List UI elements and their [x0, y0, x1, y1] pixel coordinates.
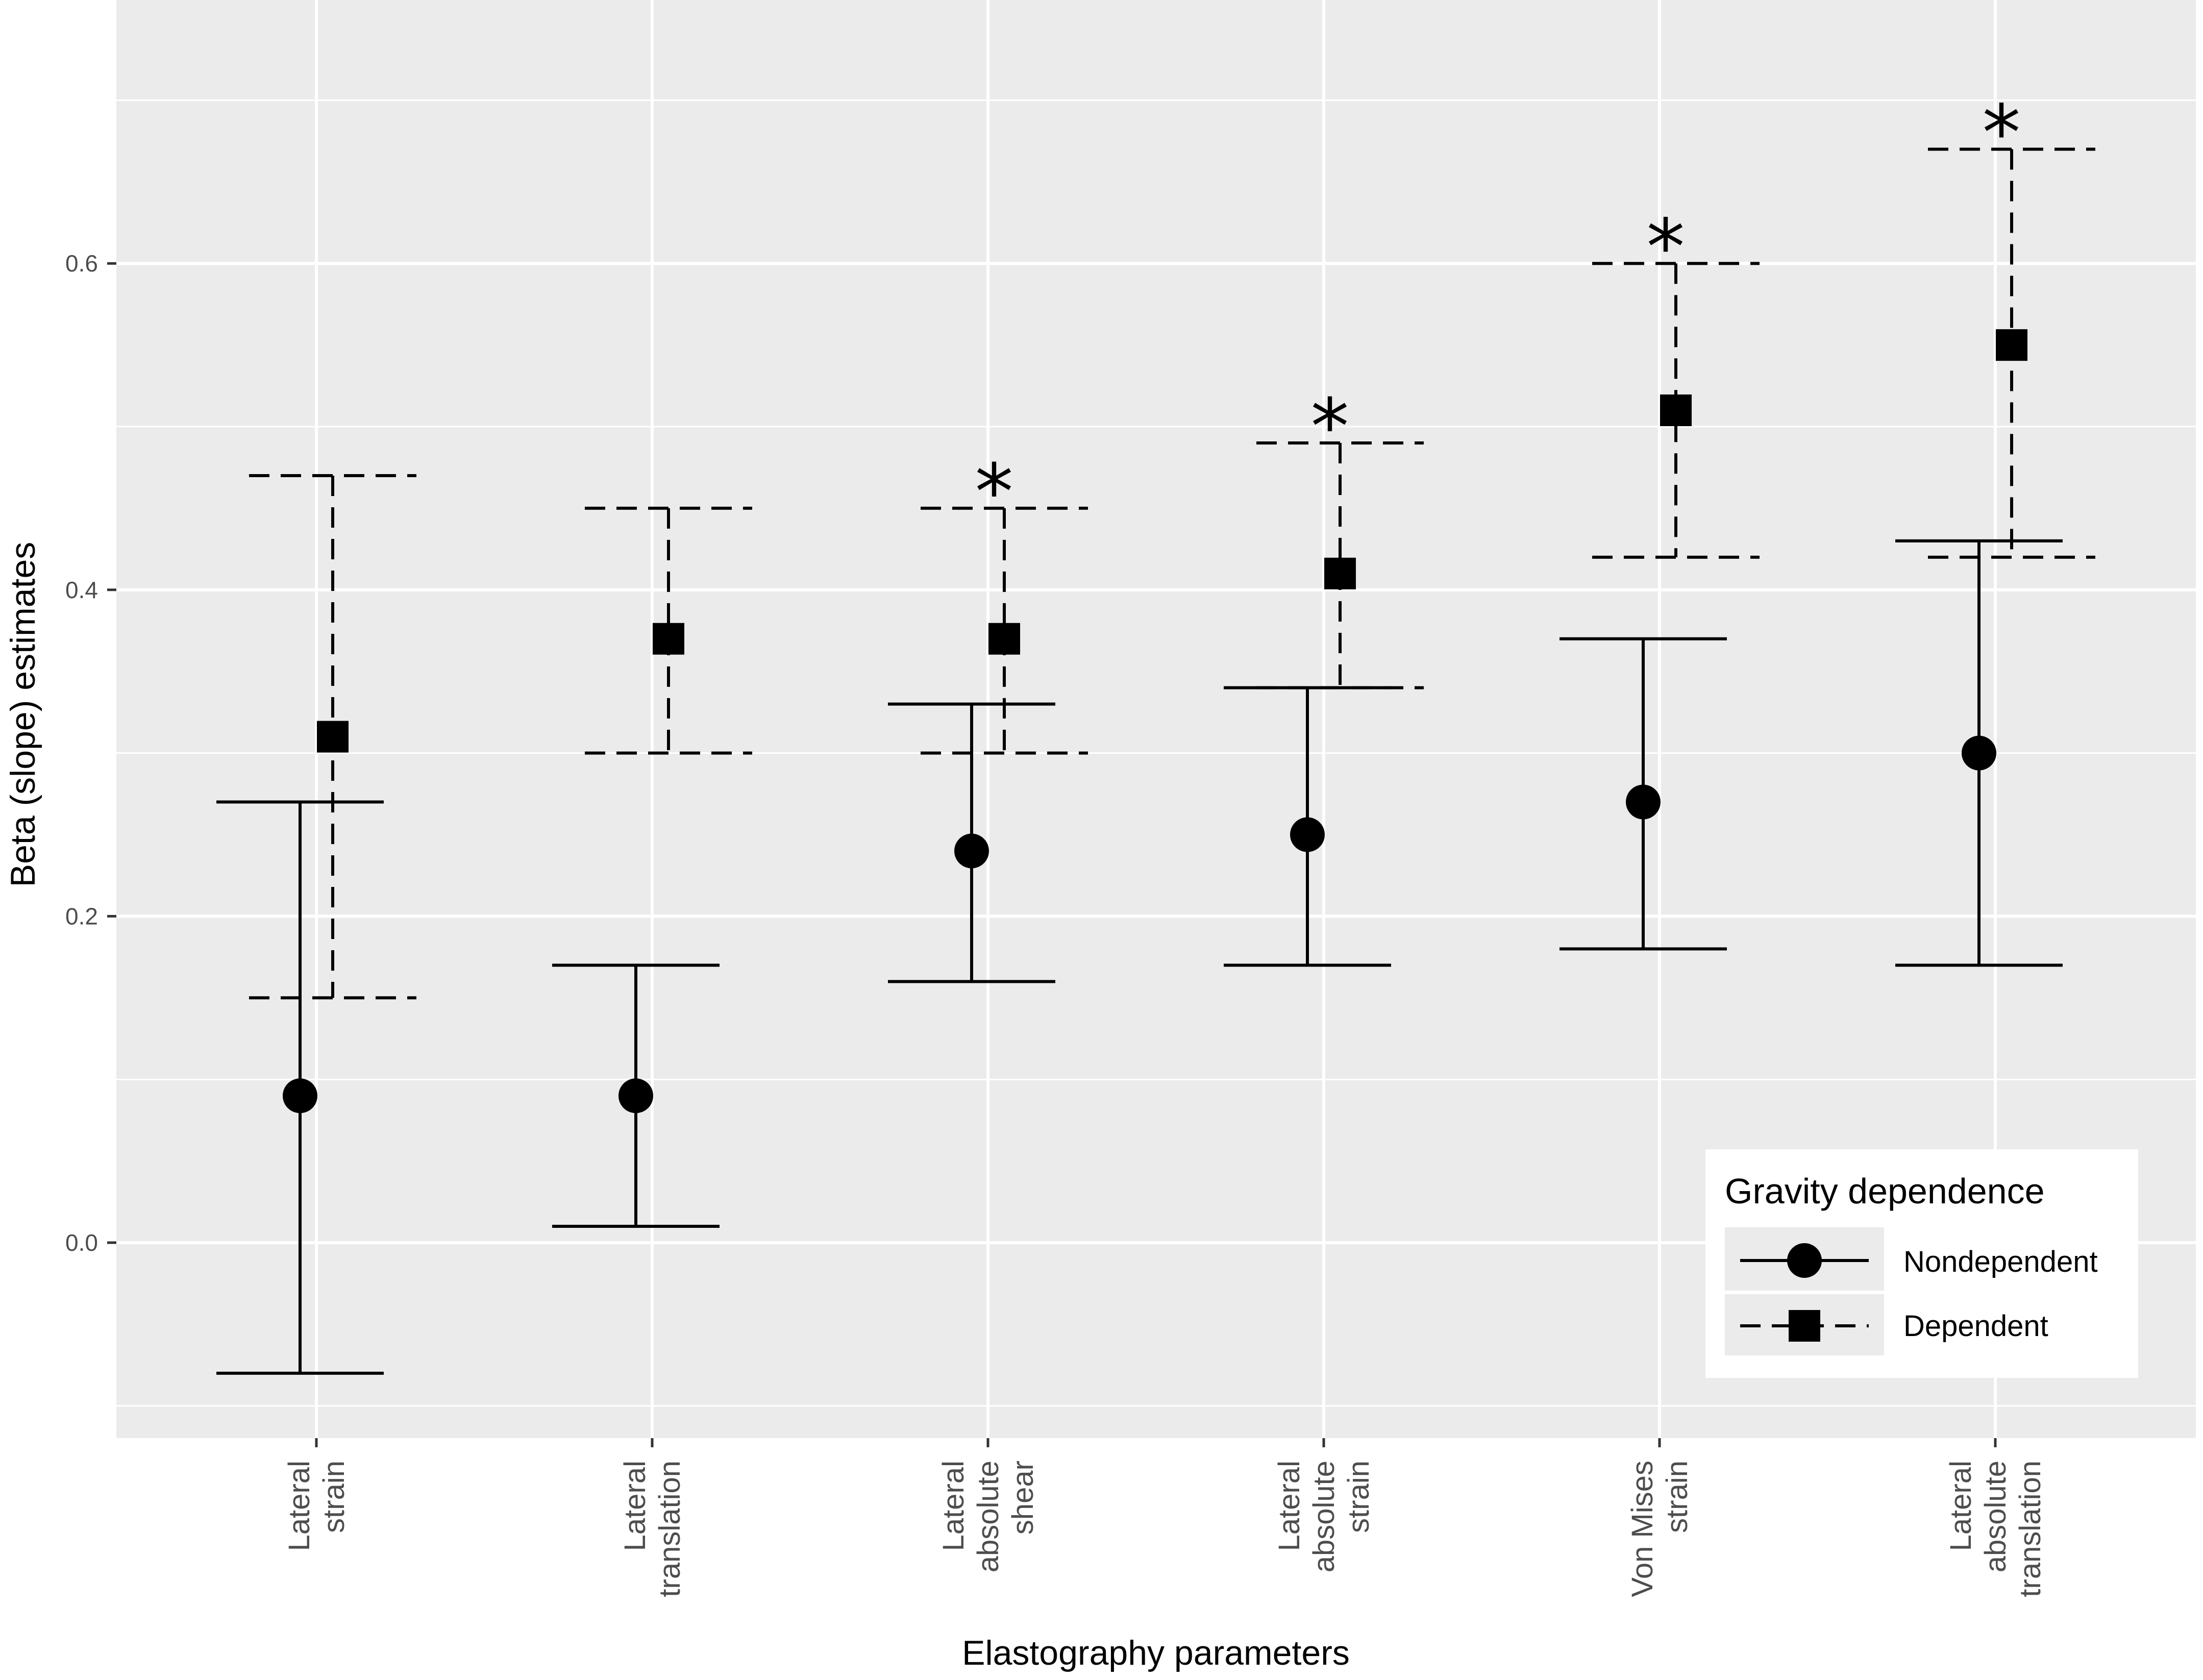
- x-tick-label: Von Mises: [1626, 1461, 1659, 1597]
- point-dependent: [1996, 329, 2027, 361]
- significance-star: *: [1311, 383, 1349, 472]
- point-nondependent: [954, 833, 989, 869]
- point-dependent: [653, 623, 684, 655]
- significance-star: *: [1983, 89, 2021, 178]
- y-axis: 0.0 0.2 0.4 0.6: [65, 250, 116, 1256]
- x-tick-label: translation: [653, 1461, 686, 1597]
- significance-markers: * * * *: [975, 89, 2021, 537]
- legend: Gravity dependence Nondependent Dependen…: [1705, 1149, 2138, 1378]
- x-tick-label: shear: [1006, 1461, 1039, 1535]
- series-layer: [216, 147, 2095, 1375]
- significance-star: *: [975, 448, 1013, 537]
- grid-minor: [116, 99, 2196, 1407]
- point-dependent: [1660, 394, 1692, 427]
- y-axis-title: Beta (slope) estimates: [4, 542, 42, 887]
- x-axis-title: Elastography parameters: [962, 1634, 1350, 1672]
- legend-key-marker-nondependent: [1787, 1243, 1822, 1278]
- x-tick-label: Lateral: [1273, 1461, 1306, 1551]
- x-tick-label: absolute: [1979, 1461, 2012, 1572]
- x-tick-label: strain: [317, 1461, 351, 1533]
- point-nondependent: [283, 1078, 317, 1114]
- grid-major: [116, 0, 2196, 1438]
- y-tick-label: 0.4: [65, 577, 98, 603]
- point-dependent: [317, 721, 349, 753]
- point-nondependent: [1626, 784, 1661, 820]
- x-tick-label: strain: [1342, 1461, 1375, 1533]
- x-axis: Lateral strain Lateral translation Lateral ab…: [283, 1438, 2047, 1597]
- y-tick-label: 0.6: [65, 250, 98, 277]
- legend-key-marker-dependent: [1789, 1310, 1820, 1342]
- y-tick-label: 0.0: [65, 1229, 98, 1256]
- legend-title: Gravity dependence: [1725, 1171, 2045, 1211]
- legend-label-dependent: Dependent: [1903, 1310, 2048, 1343]
- x-tick-label: Lateral: [1944, 1461, 1977, 1551]
- point-nondependent: [1290, 817, 1325, 852]
- significance-star: *: [1647, 203, 1685, 292]
- x-tick-label: translation: [2014, 1461, 2047, 1597]
- x-tick-label: Lateral: [937, 1461, 970, 1551]
- legend-label-nondependent: Nondependent: [1903, 1245, 2098, 1278]
- y-tick-label: 0.2: [65, 903, 98, 929]
- point-nondependent: [1962, 735, 1996, 771]
- point-nondependent: [618, 1078, 653, 1114]
- x-tick-label: strain: [1661, 1461, 1694, 1533]
- point-dependent: [988, 623, 1020, 655]
- x-tick-label: Lateral: [618, 1461, 652, 1551]
- point-dependent: [1324, 557, 1356, 589]
- x-tick-label: absolute: [1307, 1461, 1341, 1572]
- x-tick-label: Lateral: [283, 1461, 316, 1551]
- x-tick-label: absolute: [972, 1461, 1005, 1572]
